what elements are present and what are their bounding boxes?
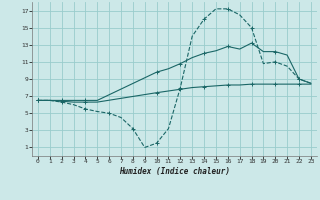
X-axis label: Humidex (Indice chaleur): Humidex (Indice chaleur) — [119, 167, 230, 176]
